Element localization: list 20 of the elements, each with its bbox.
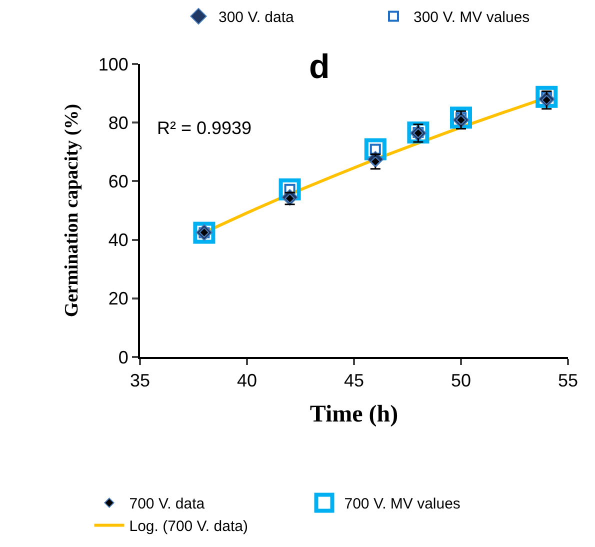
legend-label: 700 V. data xyxy=(129,496,206,513)
x-tick-label: 50 xyxy=(450,370,472,391)
x-tick-label: 45 xyxy=(344,370,364,391)
y-tick-label: 0 xyxy=(118,347,128,368)
legend-label: 700 V. MV values xyxy=(344,496,460,513)
legend-label: Log. (700 V. data) xyxy=(129,518,248,536)
y-tick-label: 40 xyxy=(108,230,128,250)
x-tick-label: 35 xyxy=(130,370,150,391)
annotation: d xyxy=(309,48,330,86)
y-tick-label: 60 xyxy=(108,172,128,192)
y-tick-label: 20 xyxy=(108,288,128,309)
x-tick-label: 55 xyxy=(558,370,578,391)
y-tick-label: 100 xyxy=(98,54,128,74)
x-axis-title: Time (h) xyxy=(310,401,398,428)
annotation: R² = 0.9939 xyxy=(157,118,252,138)
x-tick-label: 40 xyxy=(236,370,258,391)
legend-label: 300 V. MV values xyxy=(414,9,530,26)
y-axis-title: Germination capacity (%) xyxy=(62,104,83,318)
y-tick-label: 80 xyxy=(108,112,128,133)
legend-label: 300 V. data xyxy=(218,9,295,26)
